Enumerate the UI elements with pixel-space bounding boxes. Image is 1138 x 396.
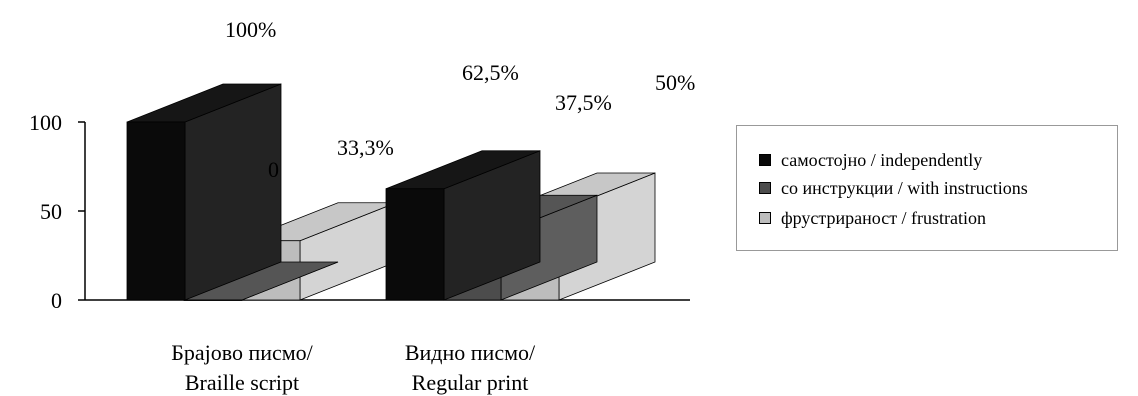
legend-swatch-independently [759,154,771,166]
legend-label-frustration: фрустрираност / frustration [781,207,987,228]
x-category-label: Braille script [185,370,299,395]
data-label: 0 [268,157,279,182]
bar-0-0 [126,121,186,301]
legend: самостојно / independently со инструкции… [736,125,1118,251]
legend-swatch-frustration [759,212,771,224]
y-tick-label: 0 [51,288,62,313]
data-label: 37,5% [555,90,612,115]
data-label: 33,3% [337,135,394,160]
legend-swatch-with-instructions [759,182,771,194]
x-category-label: Брајово писмо/ [171,340,313,365]
legend-item-frustration: фрустрираност / frustration [759,204,986,232]
legend-label-with-instructions: со инструкции / with instructions [781,177,1028,198]
x-category-label: Видно писмо/ [405,340,536,365]
legend-label-independently: самостојно / independently [781,149,983,170]
y-tick-label: 50 [40,199,62,224]
y-tick-label: 100 [29,110,62,135]
legend-item-independently: самостојно / independently [759,146,982,174]
data-label: 50% [655,70,695,95]
bar-1-0 [385,188,445,301]
bar-0-1 [183,299,243,301]
data-label: 100% [225,17,276,42]
legend-item-with-instructions: со инструкции / with instructions [759,174,1028,202]
x-category-label: Regular print [412,370,529,395]
data-label: 62,5% [462,60,519,85]
